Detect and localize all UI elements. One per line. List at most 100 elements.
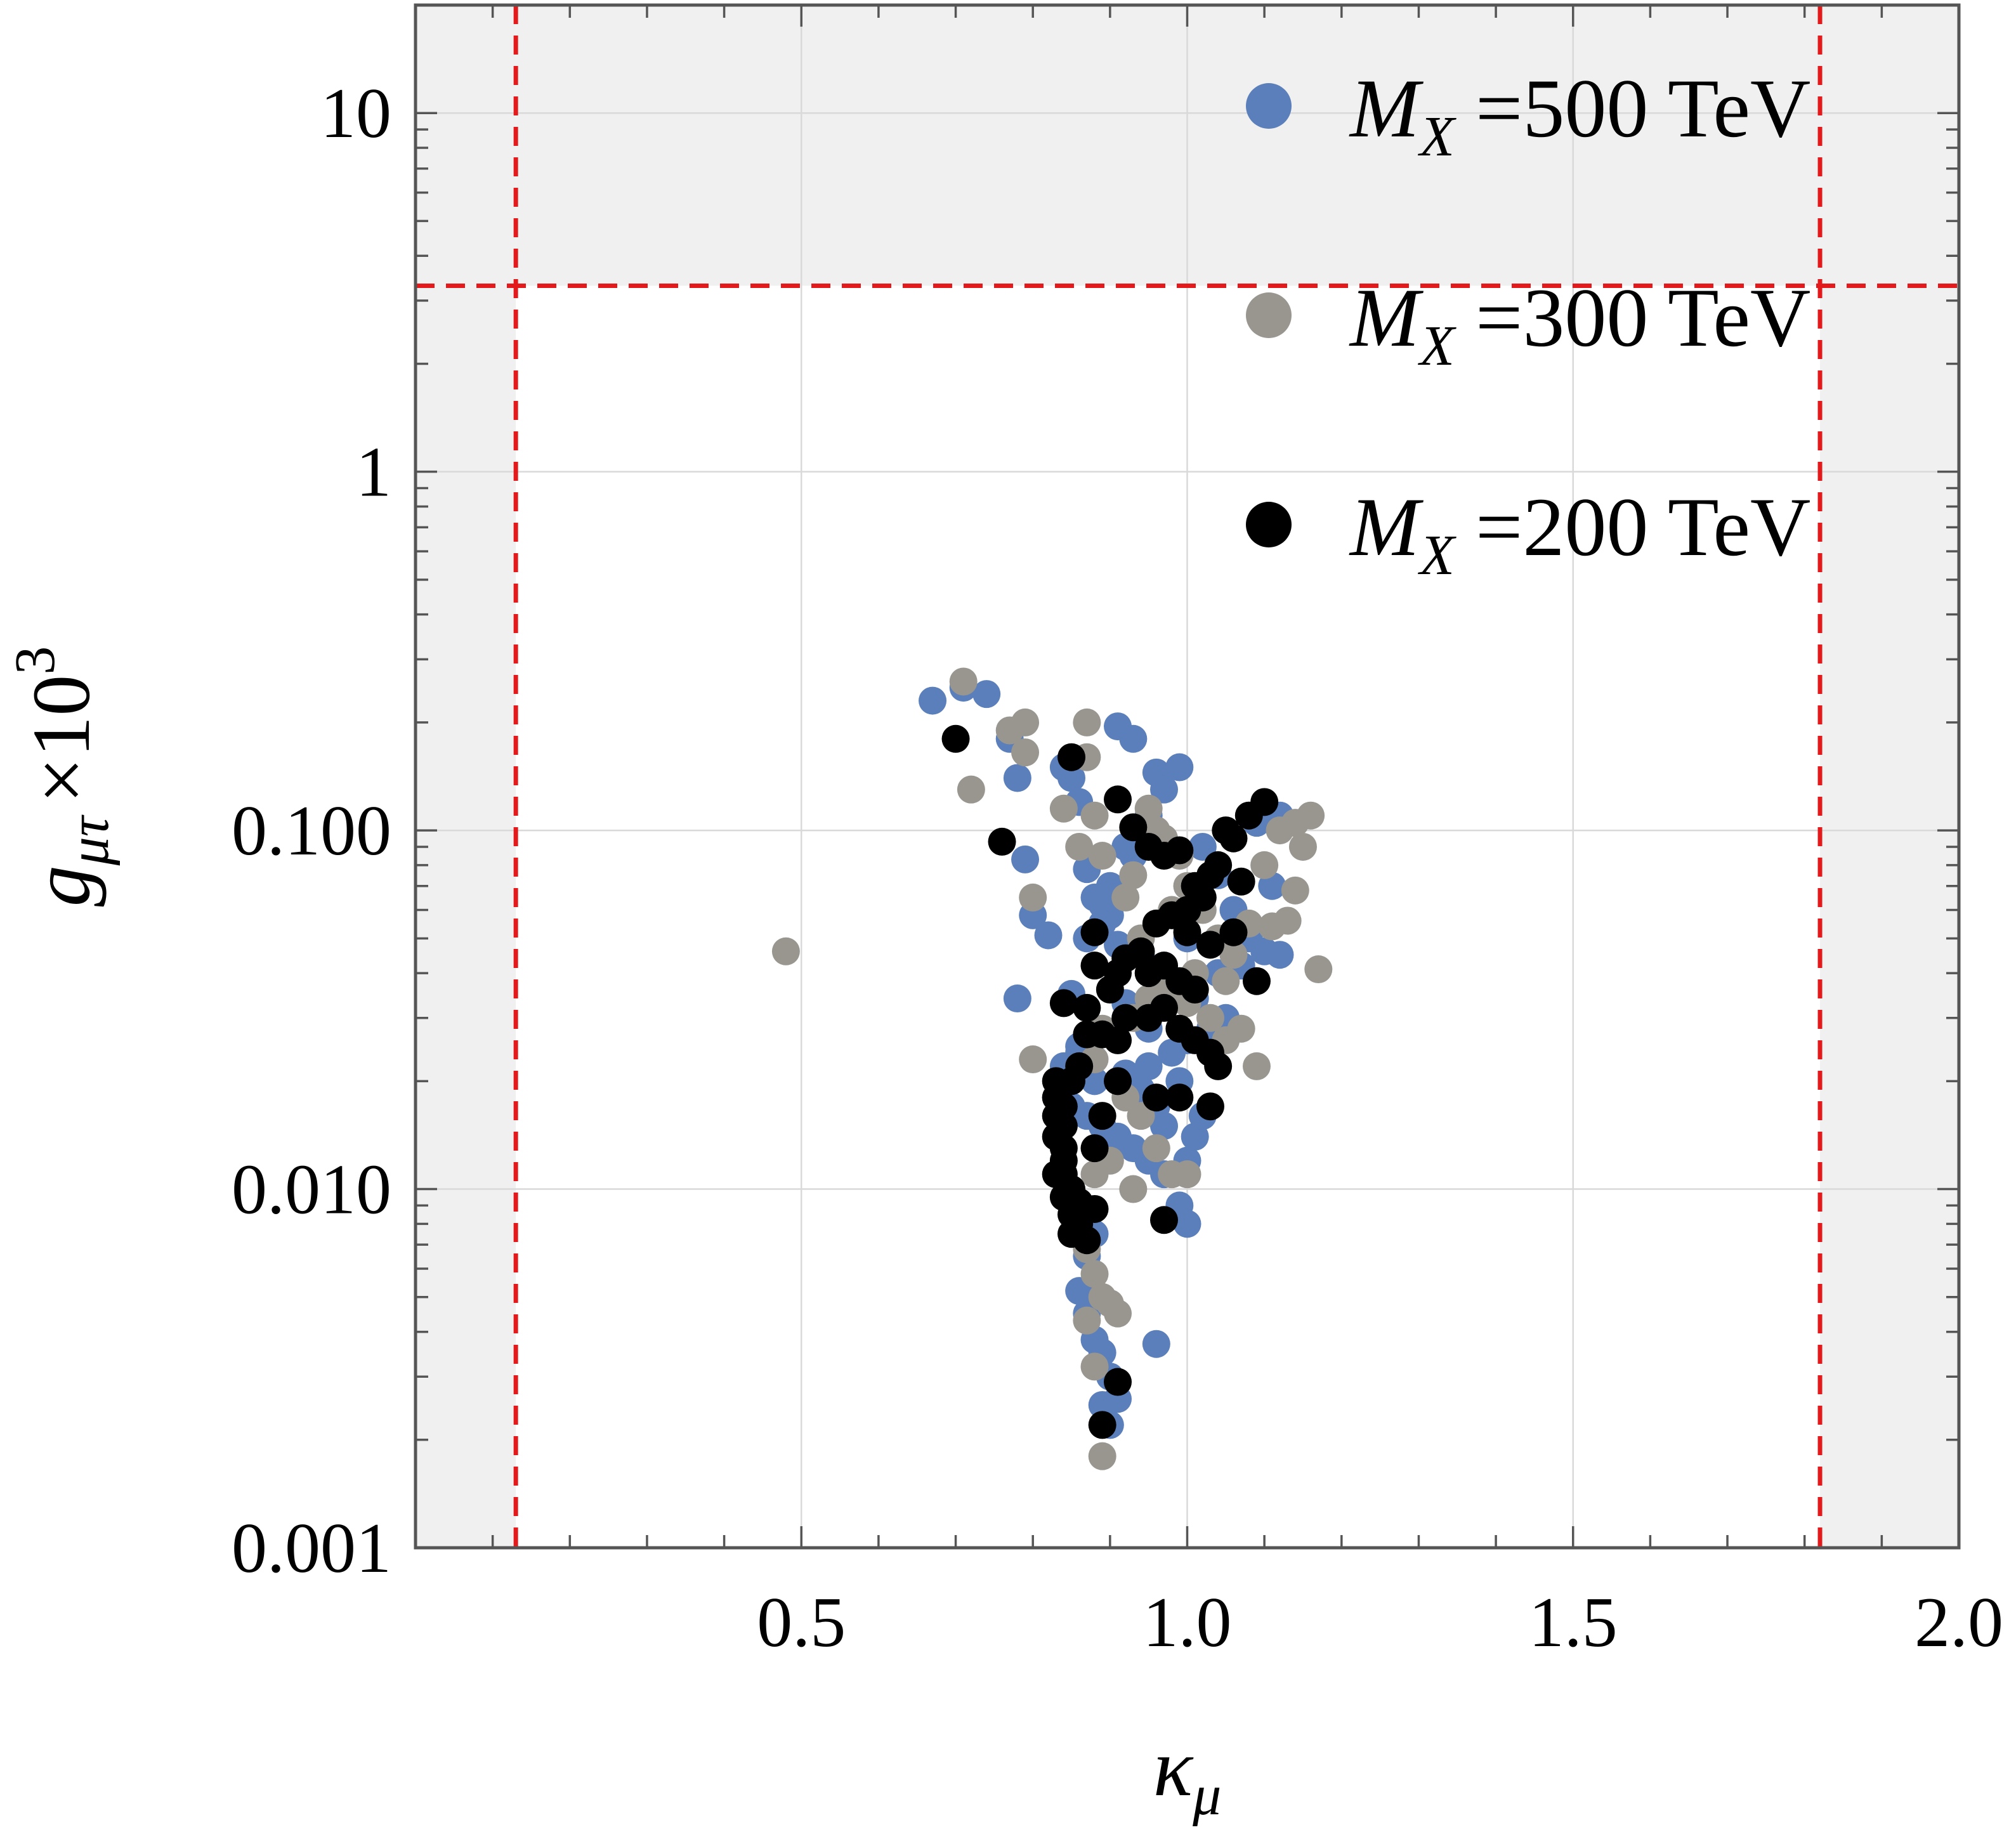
data-point — [1104, 785, 1132, 814]
data-point — [1173, 1160, 1201, 1189]
data-point — [1111, 1004, 1140, 1032]
data-point — [1088, 1442, 1116, 1470]
data-point — [1150, 993, 1179, 1022]
data-point — [1088, 1411, 1116, 1439]
data-point — [1057, 743, 1086, 771]
y-tick-label: 0.010 — [232, 1151, 391, 1229]
data-point — [1196, 1092, 1224, 1121]
data-point — [1003, 984, 1031, 1013]
legend-item: MX =300 TeV — [1246, 271, 1810, 377]
data-point — [919, 686, 947, 715]
data-point — [771, 937, 800, 965]
data-point — [1173, 918, 1201, 946]
data-point — [1150, 1111, 1179, 1140]
legend-item: MX =500 TeV — [1246, 62, 1810, 168]
data-point — [1196, 931, 1224, 959]
excluded-regions — [416, 5, 1959, 1548]
legend-label: MX =300 TeV — [1349, 271, 1810, 377]
legend-marker — [1246, 502, 1292, 547]
data-point — [957, 775, 985, 804]
data-point — [1134, 794, 1163, 823]
data-point — [1142, 909, 1170, 938]
data-point — [1150, 775, 1179, 804]
x-tick-label: 1.0 — [1143, 1583, 1232, 1662]
data-point — [1088, 1102, 1116, 1130]
data-point — [1288, 832, 1317, 861]
legend-item: MX =200 TeV — [1246, 480, 1810, 587]
data-point — [1181, 975, 1209, 1004]
y-tick-label: 10 — [320, 74, 391, 153]
x-tick-label: 0.5 — [757, 1583, 846, 1662]
legend-label: MX =200 TeV — [1349, 480, 1810, 587]
data-point — [1080, 1160, 1109, 1189]
data-point — [1057, 764, 1086, 792]
data-point — [1204, 851, 1233, 879]
y-tick-label: 0.001 — [232, 1509, 391, 1588]
data-point — [1019, 883, 1047, 912]
data-point — [1088, 842, 1116, 870]
data-point — [1080, 951, 1109, 980]
data-point — [988, 827, 1016, 856]
data-point — [949, 667, 978, 696]
legend-label-prefix: M — [1349, 62, 1424, 155]
x-axis-label-base: κ — [1153, 1722, 1194, 1814]
legend-label-prefix: M — [1349, 480, 1424, 573]
data-point — [1165, 836, 1194, 865]
tick-labels: 0.5 1.0 1.5 2.0 0.001 0.010 0.100 1 10 — [232, 74, 2003, 1662]
data-point — [1119, 724, 1148, 753]
legend-label-sub: X — [1418, 315, 1456, 377]
data-point — [1188, 832, 1217, 861]
data-point — [1065, 832, 1094, 861]
data-point — [1104, 1368, 1132, 1396]
data-point — [1104, 1067, 1132, 1095]
legend-label-sub: X — [1418, 524, 1456, 587]
data-point — [1019, 1045, 1047, 1074]
x-tick-label: 2.0 — [1915, 1583, 2003, 1662]
data-point — [1158, 1038, 1186, 1067]
legend-label-prefix: M — [1349, 271, 1424, 364]
data-point — [1011, 845, 1040, 873]
data-point — [1034, 921, 1063, 950]
y-axis-label-base: g — [16, 865, 107, 906]
data-point — [1080, 1134, 1109, 1163]
data-point — [1196, 1004, 1224, 1032]
excluded-region-top — [516, 5, 1821, 286]
data-point — [1080, 1260, 1109, 1288]
data-point — [1049, 989, 1078, 1017]
data-point — [1073, 993, 1101, 1022]
series-200-tev — [941, 724, 1279, 1439]
x-axis-label-sub: μ — [1192, 1764, 1221, 1827]
data-point — [941, 724, 970, 753]
legend-label-value: =300 TeV — [1455, 271, 1810, 364]
data-point — [1080, 918, 1109, 946]
series-300-tev — [771, 667, 1333, 1470]
data-point — [1227, 1014, 1255, 1043]
excluded-region-right — [1820, 5, 1959, 1548]
data-point — [1297, 801, 1325, 830]
y-axis-label-sub: μτ — [58, 814, 121, 866]
data-point — [1011, 738, 1040, 767]
data-point — [1119, 861, 1148, 889]
data-point — [1165, 1083, 1194, 1112]
legend-label: MX =500 TeV — [1349, 62, 1810, 168]
data-point — [1250, 788, 1279, 816]
data-point — [1219, 941, 1248, 969]
data-point — [1242, 967, 1271, 995]
data-point — [1049, 794, 1078, 823]
data-point — [1266, 941, 1294, 969]
data-point — [1142, 1330, 1170, 1358]
data-point — [1242, 1052, 1271, 1080]
data-points — [771, 667, 1333, 1470]
data-point — [1127, 1102, 1155, 1130]
legend-marker — [1246, 292, 1292, 338]
data-point — [1080, 801, 1109, 830]
data-point — [1142, 1134, 1170, 1163]
constraint-lines — [416, 5, 1959, 1548]
y-axis-label: gμτ ×103 — [4, 646, 121, 907]
data-point — [1258, 912, 1286, 941]
data-point — [1165, 753, 1194, 781]
y-axis-label-mult: ×10 — [16, 675, 107, 804]
axis-ticks — [416, 4, 1959, 1549]
